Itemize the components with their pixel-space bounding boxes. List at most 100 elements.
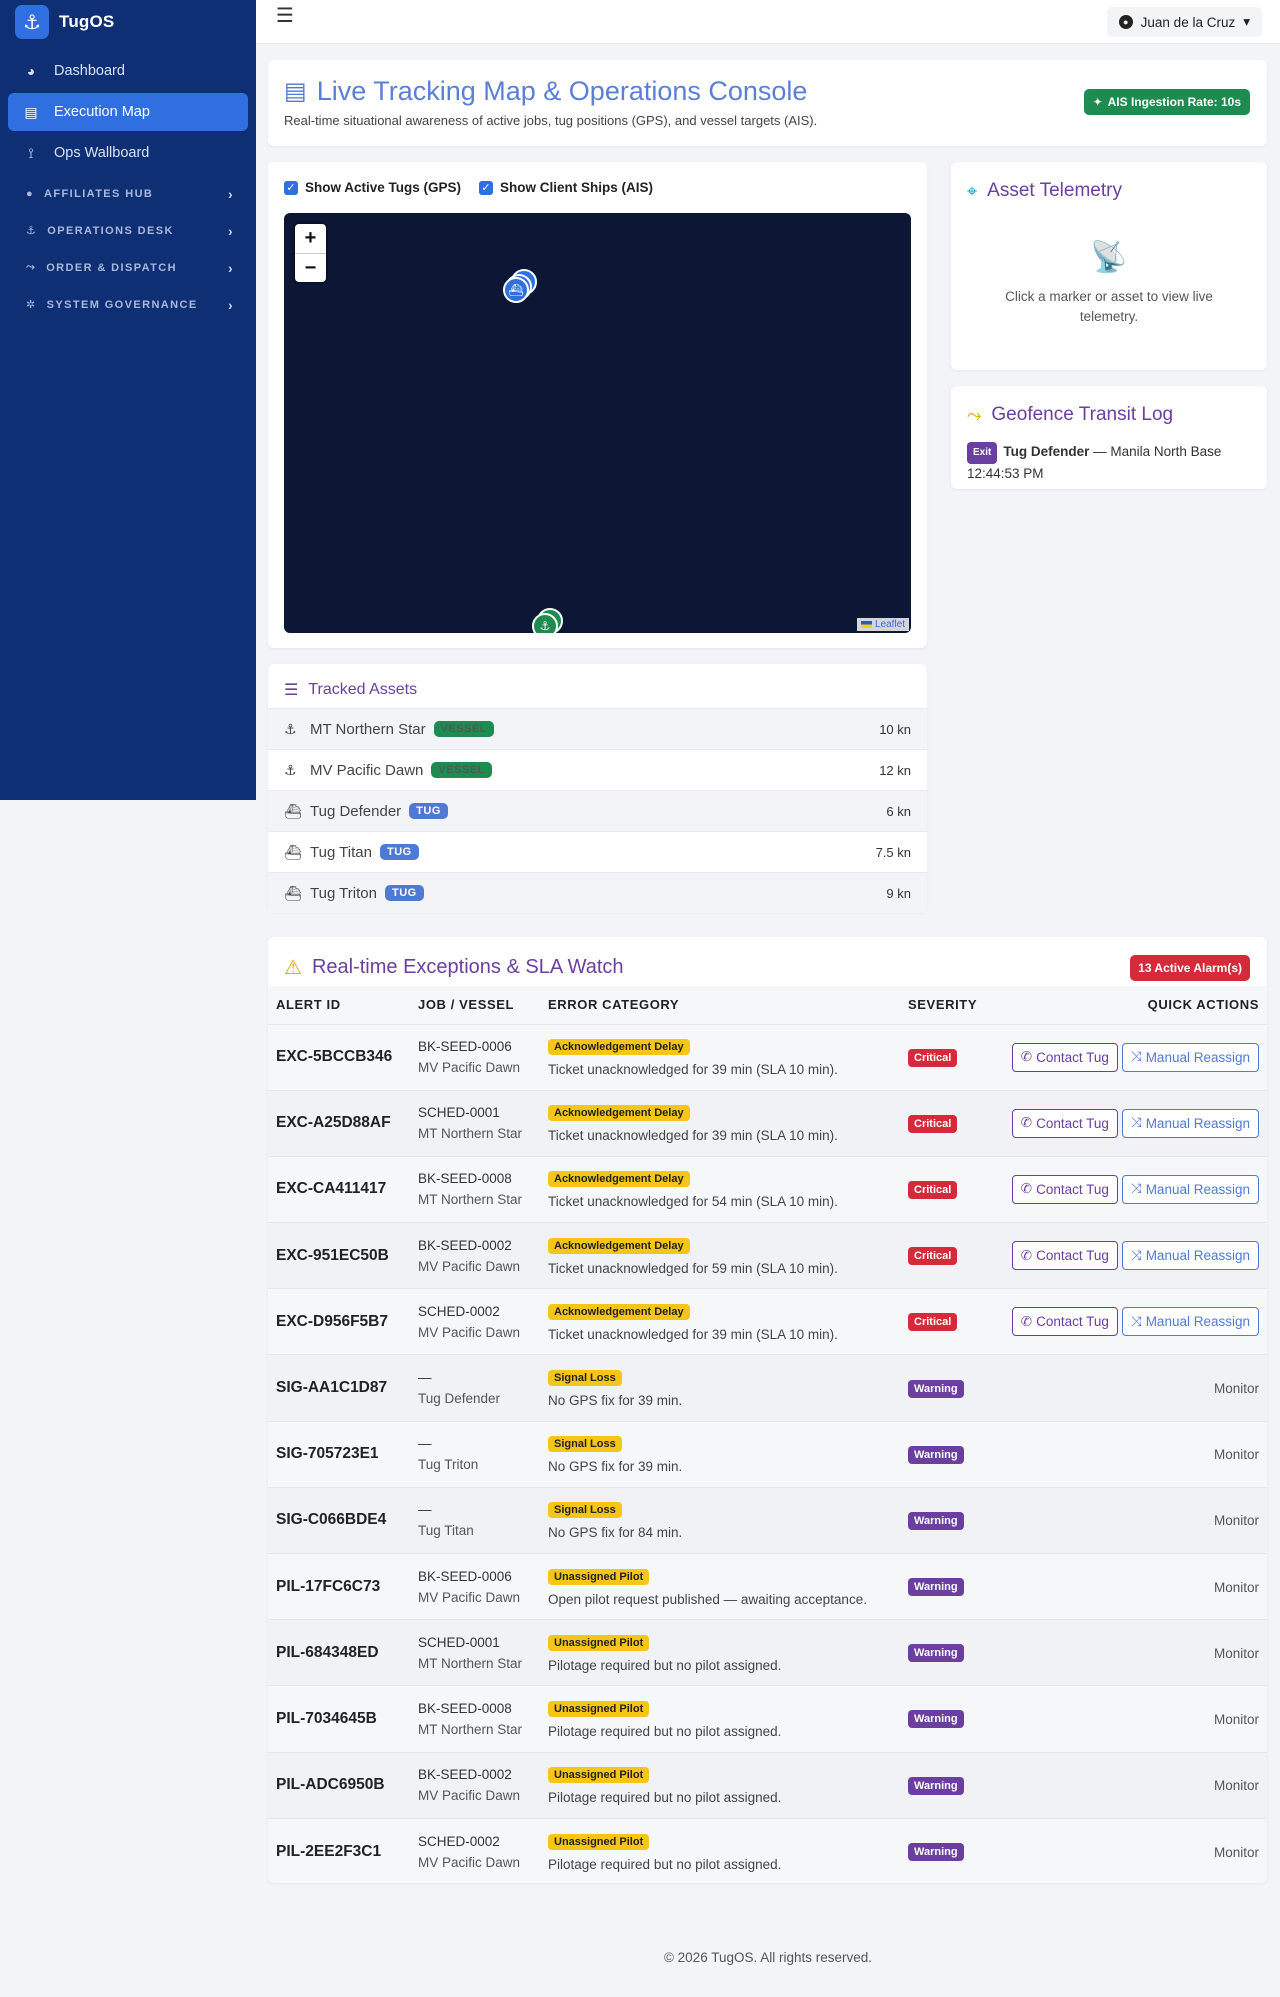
contact-tug-button[interactable]: ✆ Contact Tug	[1011, 1042, 1118, 1072]
table-row: PIL-ADC6950B BK-SEED-0002 MV Pacific Dawn U…	[268, 1751, 1267, 1819]
error-description: No GPS fix for 84 min.	[548, 1525, 683, 1541]
alert-id: EXC-D956F5B7	[276, 1312, 388, 1330]
chevron-right-icon: ›	[227, 259, 234, 276]
sidebar-group-affiliates-hub[interactable]: ● AFFILIATES HUB ›	[8, 175, 248, 212]
sidebar-group-order-dispatch[interactable]: ⤳ ORDER & DISPATCH ›	[8, 249, 248, 286]
quick-actions: Monitor	[985, 1420, 1267, 1488]
toggle-active-tugs[interactable]: ✓ Show Active Tugs (GPS)	[284, 180, 461, 195]
quick-actions: ✆ Contact Tug ⤨ Manual Reassign	[985, 1288, 1267, 1355]
shuffle-icon: ⤨	[1130, 1247, 1142, 1263]
zoom-out-button[interactable]: −	[295, 253, 326, 282]
page-subtitle: Real-time situational awareness of activ…	[284, 113, 818, 128]
contact-tug-button[interactable]: ✆ Contact Tug	[1011, 1241, 1118, 1271]
satellite-dish-icon: 📡	[1090, 241, 1128, 274]
asset-row[interactable]: ⚓ MT Northern Star VESSEL 10 kn	[268, 708, 927, 749]
map-panel: ✓ Show Active Tugs (GPS) ✓ Show Client S…	[268, 162, 927, 648]
map-layer-toggles: ✓ Show Active Tugs (GPS) ✓ Show Client S…	[284, 180, 653, 195]
button-label: Manual Reassign	[1145, 1314, 1250, 1330]
checkbox-checked-icon[interactable]: ✓	[479, 180, 494, 195]
alert-id: PIL-17FC6C73	[276, 1577, 381, 1595]
telemetry-placeholder: Click a marker or asset to view live tel…	[1005, 289, 1213, 324]
column-header: QUICK ACTIONS	[985, 986, 1267, 1024]
manual-reassign-button[interactable]: ⤨ Manual Reassign	[1121, 1174, 1259, 1204]
error-description: Pilotage required but no pilot assigned.	[548, 1856, 782, 1872]
alert-id: PIL-2EE2F3C1	[276, 1842, 382, 1860]
exceptions-title: ⚠ Real-time Exceptions & SLA Watch	[284, 955, 624, 980]
column-header: ALERT ID	[268, 986, 410, 1024]
quick-actions: Monitor	[985, 1552, 1267, 1620]
asset-name: Tug Titan	[310, 843, 372, 861]
asset-name: Tug Defender	[310, 802, 402, 820]
map-attribution[interactable]: Leaflet	[856, 618, 909, 631]
zoom-in-button[interactable]: +	[295, 224, 326, 253]
vessel-name: MV Pacific Dawn	[418, 1589, 521, 1605]
tug-marker[interactable]: ⛴	[503, 277, 529, 303]
toggle-label: Show Client Ships (AIS)	[500, 180, 654, 195]
error-category-badge: Acknowledgement Delay	[548, 1105, 690, 1122]
gear-icon: ✲	[26, 299, 37, 311]
user-menu[interactable]: ● Juan de la Cruz ▾	[1106, 7, 1262, 37]
sidebar-group-operations-desk[interactable]: ⚓ OPERATIONS DESK ›	[8, 212, 248, 249]
contact-tug-button[interactable]: ✆ Contact Tug	[1011, 1108, 1118, 1138]
telemetry-body: 📡 Click a marker or asset to view live t…	[951, 208, 1267, 327]
sidebar-item-dashboard[interactable]: ◕ Dashboard	[8, 52, 248, 90]
manual-reassign-button[interactable]: ⤨ Manual Reassign	[1121, 1108, 1259, 1138]
asset-name: Tug Triton	[310, 884, 377, 902]
manual-reassign-button[interactable]: ⤨ Manual Reassign	[1121, 1241, 1259, 1271]
asset-list: ⚓ MT Northern Star VESSEL 10 kn ⚓ MV Pac…	[268, 708, 927, 913]
job-vessel: BK-SEED-0002 MV Pacific Dawn	[418, 1764, 532, 1806]
page-title-text: Live Tracking Map & Operations Console	[316, 76, 808, 106]
manual-reassign-button[interactable]: ⤨ Manual Reassign	[1121, 1042, 1259, 1072]
job-id: —	[418, 1436, 432, 1452]
broadcast-icon: ⟟	[28, 144, 34, 161]
asset-type-badge: TUG	[409, 803, 448, 819]
asset-speed: 10 kn	[879, 721, 911, 737]
severity-badge: Critical	[908, 1180, 958, 1199]
monitor-status: Monitor	[1213, 1381, 1259, 1397]
toggle-client-ships[interactable]: ✓ Show Client Ships (AIS)	[479, 180, 653, 195]
tracking-map[interactable]: + − ⛴ ⛴ ⛴ ⚓ ⚓ Leaflet	[284, 213, 911, 633]
asset-row[interactable]: ⛴ Tug Titan TUG 7.5 kn	[268, 831, 927, 872]
menu-toggle-icon[interactable]: ☰	[276, 5, 294, 27]
asset-row[interactable]: ⛴ Tug Defender TUG 6 kn	[268, 790, 927, 831]
quick-actions: ✆ Contact Tug ⤨ Manual Reassign	[985, 1089, 1267, 1157]
exceptions-panel: ⚠ Real-time Exceptions & SLA Watch 13 Ac…	[268, 937, 1267, 1883]
quick-actions: Monitor	[985, 1751, 1267, 1819]
contact-tug-button[interactable]: ✆ Contact Tug	[1011, 1174, 1118, 1204]
manual-reassign-button[interactable]: ⤨ Manual Reassign	[1121, 1307, 1259, 1337]
zoom-control: + −	[295, 224, 326, 282]
ais-rate-text: AIS Ingestion Rate: 10s	[1107, 95, 1241, 109]
ship-icon: ⛴	[284, 884, 302, 901]
sidebar-group-label: AFFILIATES HUB	[44, 187, 154, 200]
sidebar-item-ops-wallboard[interactable]: ⟟ Ops Wallboard	[8, 134, 248, 172]
table-row: EXC-A25D88AF SCHED-0001 MT Northern Star Ac…	[268, 1089, 1267, 1157]
geofence-asset: Tug Defender	[1003, 444, 1090, 459]
asset-type-badge: TUG	[384, 885, 424, 901]
button-label: Contact Tug	[1036, 1049, 1109, 1065]
contact-tug-button[interactable]: ✆ Contact Tug	[1011, 1307, 1118, 1337]
attribution-text[interactable]: Leaflet	[874, 619, 905, 630]
severity-badge: Critical	[908, 1313, 958, 1332]
asset-name: MT Northern Star	[310, 720, 426, 738]
monitor-status: Monitor	[1213, 1844, 1259, 1860]
button-label: Manual Reassign	[1145, 1115, 1250, 1131]
brand[interactable]: ⚓ TugOS	[0, 0, 256, 44]
phone-icon: ✆	[1020, 1115, 1033, 1131]
users-icon: ●	[26, 187, 35, 200]
sidebar-item-execution-map[interactable]: ▤ Execution Map	[8, 93, 248, 131]
ship-icon: ⛴	[284, 802, 302, 819]
chevron-right-icon: ›	[227, 185, 234, 202]
job-vessel: SCHED-0001 MT Northern Star	[418, 1632, 532, 1674]
geofence-event-badge: Exit	[967, 442, 998, 464]
asset-row[interactable]: ⚓ MV Pacific Dawn VESSEL 12 kn	[268, 749, 927, 790]
table-row: EXC-D956F5B7 SCHED-0002 MV Pacific Dawn Ack…	[268, 1288, 1267, 1355]
error-description: Pilotage required but no pilot assigned.	[548, 1790, 782, 1806]
vessel-marker[interactable]: ⚓	[532, 613, 558, 633]
monitor-status: Monitor	[1213, 1579, 1259, 1595]
asset-row[interactable]: ⛴ Tug Triton TUG 9 kn	[268, 872, 927, 913]
checkbox-checked-icon[interactable]: ✓	[284, 180, 298, 195]
sidebar-group-system-governance[interactable]: ✲ SYSTEM GOVERNANCE ›	[8, 286, 248, 323]
job-id: —	[418, 1502, 432, 1518]
anchor-icon: ⚓	[539, 619, 551, 633]
job-id: BK-SEED-0008	[418, 1700, 512, 1716]
